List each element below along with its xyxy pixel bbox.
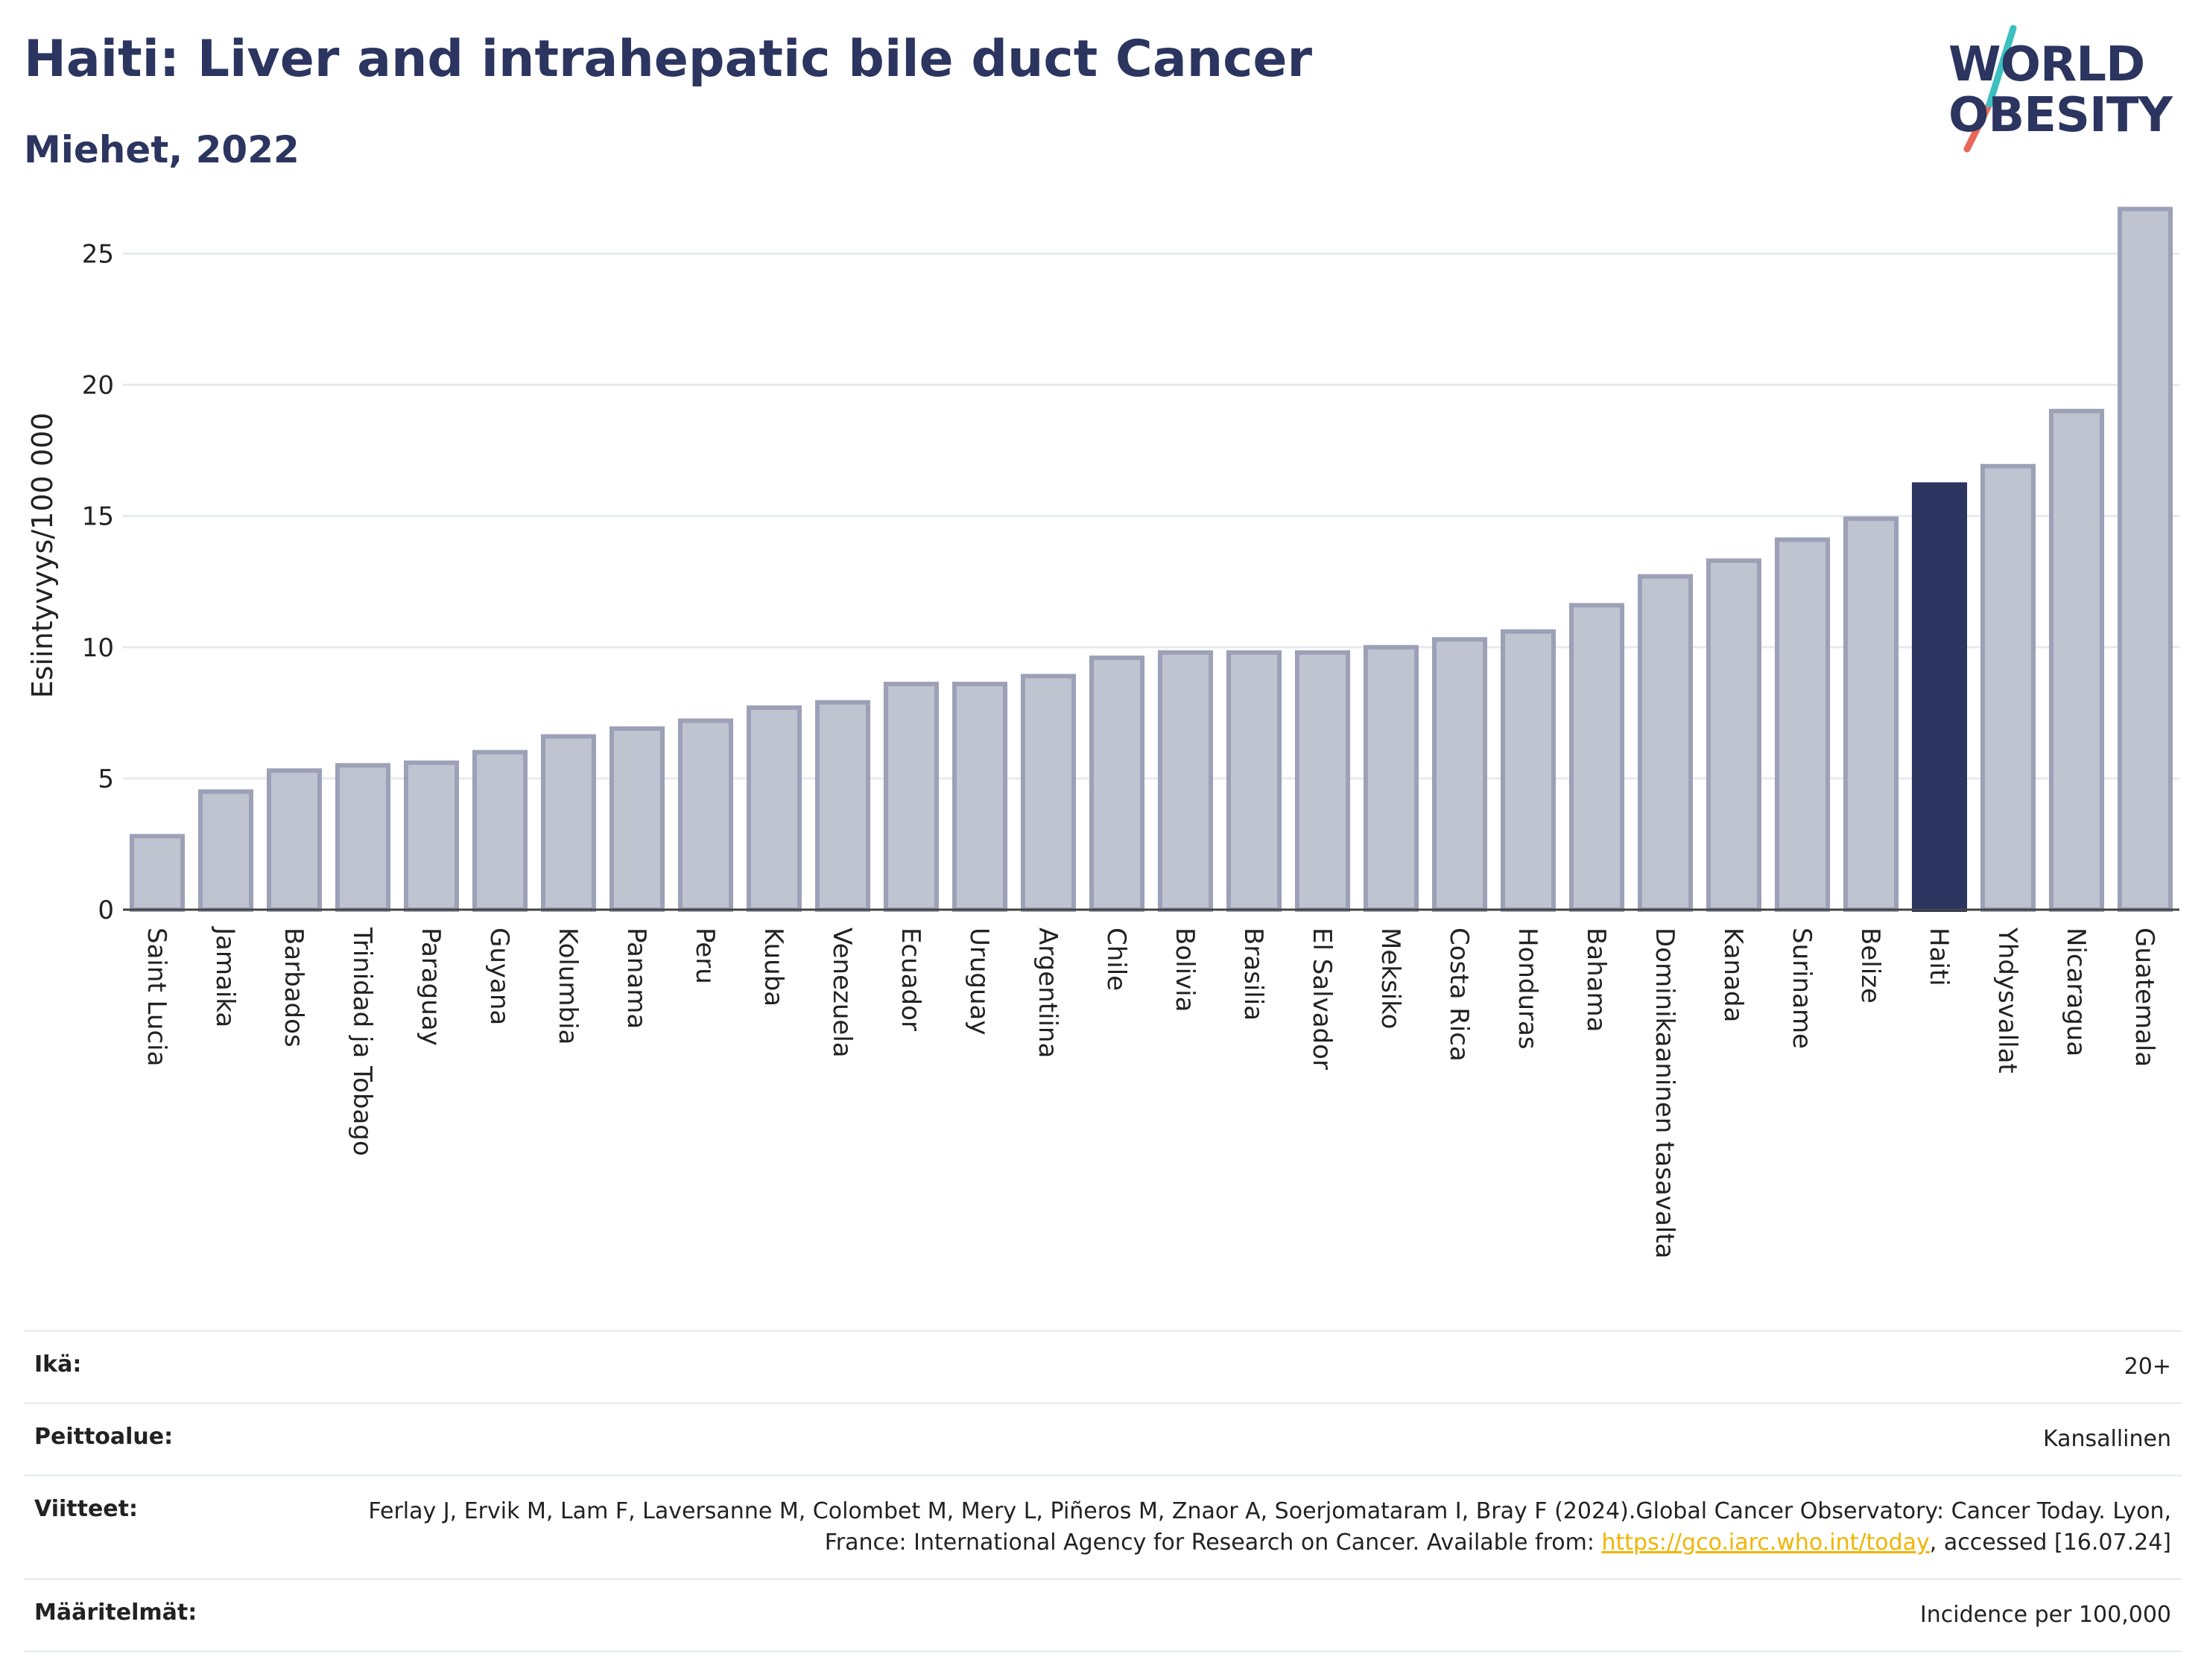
bar xyxy=(746,705,802,912)
info-value: Incidence per 100,000 xyxy=(1919,1602,2171,1628)
info-row-definitions: Määritelmät: Incidence per 100,000 xyxy=(24,1578,2182,1652)
bar xyxy=(1431,637,1488,912)
x-tick-label: Kuuba xyxy=(759,928,788,1007)
bar xyxy=(129,834,186,913)
bar xyxy=(335,763,391,913)
x-tick-label: Guatemala xyxy=(2129,928,2159,1067)
bar xyxy=(883,682,940,912)
bar xyxy=(1157,650,1214,912)
reference-link[interactable]: https://gco.iarc.who.int/today xyxy=(1601,1530,1930,1556)
info-value: 20+ xyxy=(2124,1354,2171,1380)
x-tick-label: Peru xyxy=(690,928,720,984)
reference-accessed: , accessed [16.07.24] xyxy=(1929,1530,2171,1556)
bar xyxy=(1294,650,1351,912)
logo-text-world: WORLD xyxy=(1948,37,2145,92)
x-tick-label: Jamaika xyxy=(210,926,240,1027)
info-key: Määritelmät: xyxy=(34,1600,197,1626)
info-key: Peittoalue: xyxy=(34,1424,174,1450)
x-tick-label: Belize xyxy=(1855,928,1885,1004)
x-tick-label: Haiti xyxy=(1924,928,1954,986)
logo-slash-icon xyxy=(1963,25,2017,153)
chart-title: Haiti: Liver and intrahepatic bile duct … xyxy=(24,30,1313,89)
x-tick-label: Saint Lucia xyxy=(142,928,171,1066)
x-tick-label: Kolumbia xyxy=(553,928,583,1045)
y-tick-label: 20 xyxy=(82,371,114,401)
bar xyxy=(677,718,734,913)
x-tick-label: Bahama xyxy=(1581,928,1611,1033)
x-tick-label: Uruguay xyxy=(964,928,994,1036)
x-tick-label: Venezuela xyxy=(827,928,857,1058)
y-tick-label: 10 xyxy=(82,633,114,663)
x-tick-label: El Salvador xyxy=(1307,928,1337,1070)
y-tick-label: 25 xyxy=(82,239,114,269)
y-tick-label: 15 xyxy=(82,502,114,532)
x-tick-label: Ecuador xyxy=(896,928,925,1031)
x-tick-label: Costa Rica xyxy=(1444,928,1474,1062)
x-tick-label: Argentiina xyxy=(1033,928,1063,1058)
x-tick-label: Kanada xyxy=(1718,928,1748,1022)
bar xyxy=(266,768,323,913)
y-tick-label: 0 xyxy=(98,896,114,925)
bar xyxy=(2048,408,2105,912)
x-tick-label: Honduras xyxy=(1513,928,1542,1050)
info-row-references: Viitteet: Ferlay J, Ervik M, Lam F, Lave… xyxy=(24,1474,2182,1578)
x-tick-label: Paraguay xyxy=(416,928,446,1046)
info-key: Viitteet: xyxy=(34,1496,138,1522)
info-value: Ferlay J, Ervik M, Lam F, Laversanne M, … xyxy=(308,1496,2171,1559)
bar xyxy=(540,734,597,912)
info-value: Kansallinen xyxy=(2042,1426,2171,1452)
bar xyxy=(1500,629,1557,913)
x-tick-label: Guyana xyxy=(484,928,514,1025)
chart-subtitle: Miehet, 2022 xyxy=(24,128,300,171)
bar xyxy=(951,682,1008,912)
x-tick-label: Nicaragua xyxy=(2061,928,2091,1056)
info-table: Ikä: 20+ Peittoalue: Kansallinen Viittee… xyxy=(24,1330,2182,1652)
bar xyxy=(814,700,871,912)
bar xyxy=(1774,537,1831,912)
y-axis-label: Esiintyvyys/100 000 xyxy=(26,413,59,699)
bar xyxy=(1706,558,1762,912)
info-row-age: Ikä: 20+ xyxy=(24,1330,2182,1402)
bar xyxy=(609,726,665,913)
bar xyxy=(472,749,528,913)
x-tick-label: Chile xyxy=(1101,928,1131,991)
x-tick-label: Meksiko xyxy=(1375,928,1405,1029)
x-tick-label: Trinidad ja Tobago xyxy=(347,927,377,1156)
bar xyxy=(1911,482,1968,912)
bar xyxy=(2117,206,2173,913)
bar xyxy=(1637,574,1694,913)
bar xyxy=(403,760,460,912)
bar xyxy=(197,789,254,912)
x-tick-label: Brasilia xyxy=(1238,928,1268,1021)
x-tick-label: Dominikaaninen tasavalta xyxy=(1650,928,1679,1258)
bar xyxy=(1089,655,1145,912)
x-tick-label: Panama xyxy=(621,928,651,1029)
x-tick-label: Suriname xyxy=(1787,928,1817,1049)
x-tick-label: Bolivia xyxy=(1170,928,1200,1012)
logo-text-obesity: OBESITY xyxy=(1948,88,2173,143)
x-tick-label: Yhdysvallat xyxy=(1992,927,2022,1074)
x-tick-label: Barbados xyxy=(279,928,308,1047)
bar xyxy=(1020,673,1077,912)
bar xyxy=(1226,650,1282,912)
reference-text: Ferlay J, Ervik M, Lam F, Laversanne M, … xyxy=(368,1498,2171,1556)
info-key: Ikä: xyxy=(34,1351,82,1378)
bar-chart: 0 5 10 15 20 25 Esiintyvyys/100 000 Saint Lucia… xyxy=(26,206,2179,1258)
bar xyxy=(1843,516,1899,912)
bar xyxy=(1568,603,1625,913)
info-row-coverage: Peittoalue: Kansallinen xyxy=(24,1402,2182,1474)
y-tick-label: 5 xyxy=(98,764,114,794)
bar xyxy=(1363,644,1419,912)
world-obesity-logo[interactable]: WORLD OBESITY xyxy=(1945,22,2191,156)
bar xyxy=(1980,463,2036,912)
